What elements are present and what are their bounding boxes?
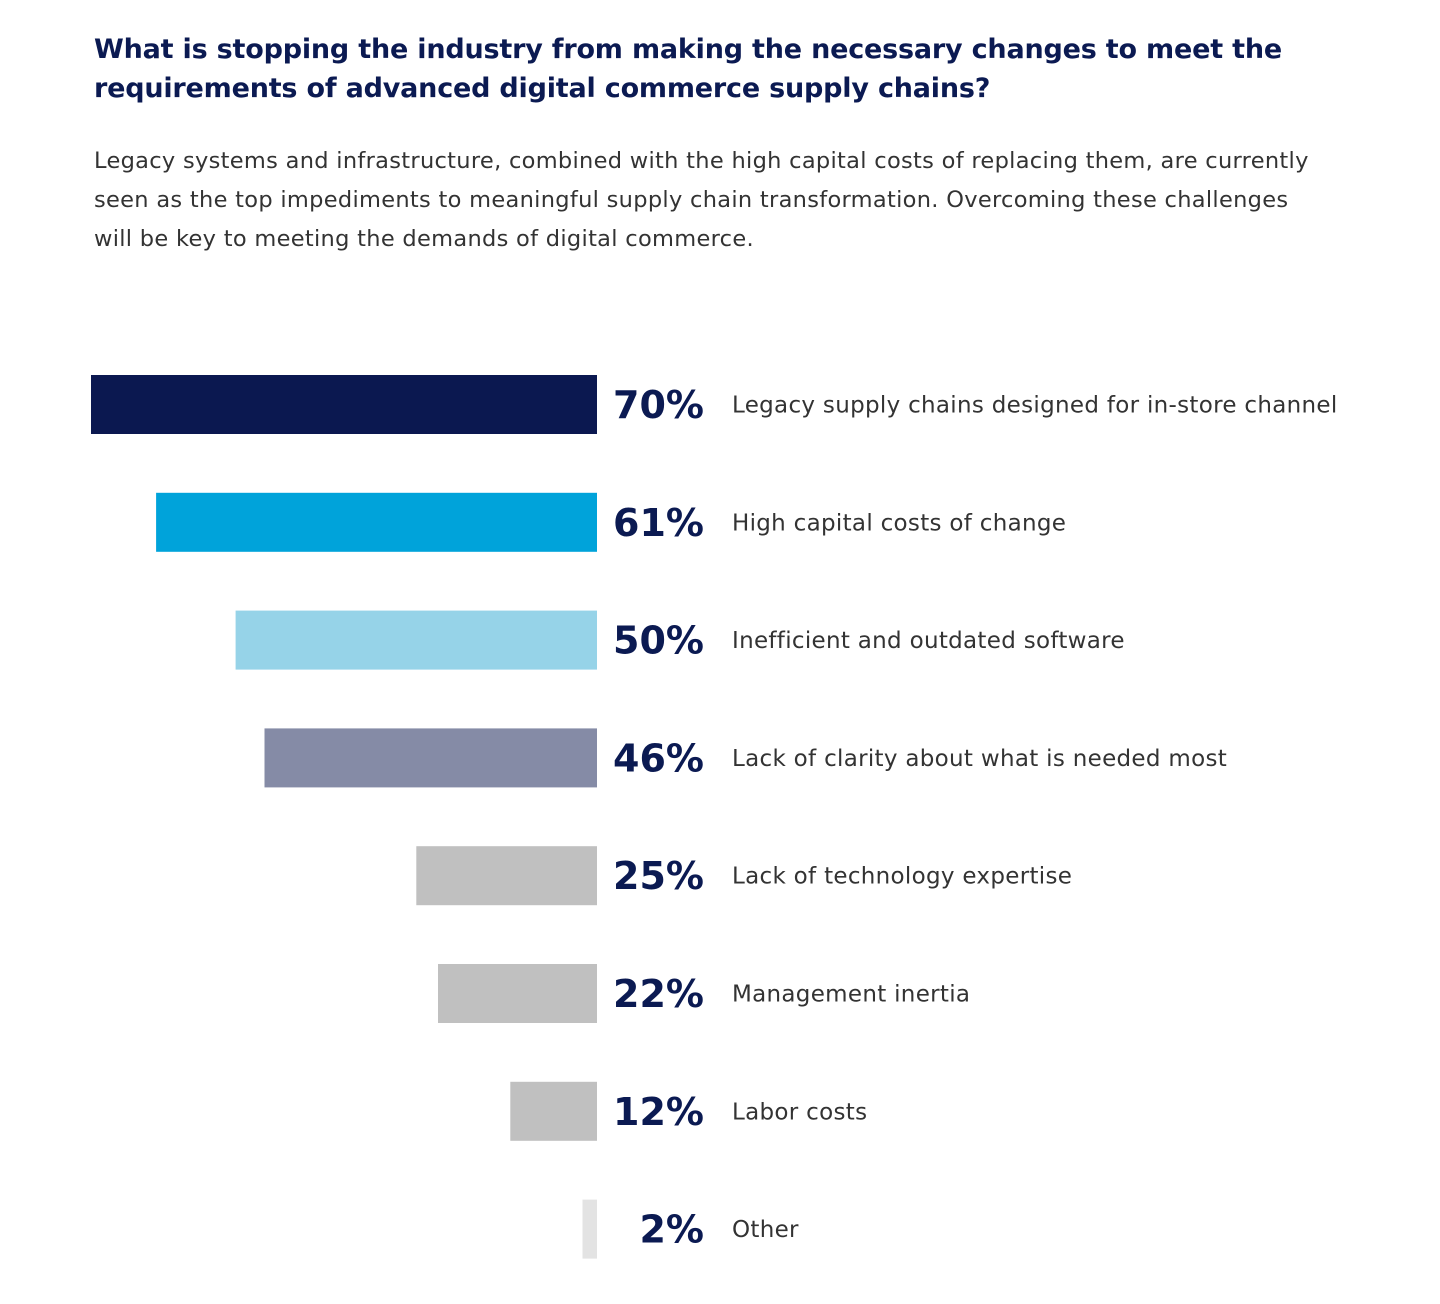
value-label: 70% [613, 383, 704, 427]
bar [156, 492, 597, 552]
bar [416, 846, 597, 906]
bar-row: 12% Labor costs [510, 1081, 867, 1141]
bar-row: 61% High capital costs of change [156, 492, 1066, 552]
bar [582, 1199, 597, 1259]
bar-row: 25% Lack of technology expertise [416, 846, 1072, 906]
category-label: Lack of technology expertise [732, 864, 1072, 890]
bar [264, 728, 597, 788]
category-label: Legacy supply chains designed for in-sto… [732, 393, 1338, 419]
chart-title: What is stopping the industry from makin… [94, 34, 1282, 104]
category-label: Management inertia [732, 982, 970, 1008]
value-label: 50% [613, 619, 704, 663]
bar-row: 2% Other [582, 1199, 799, 1259]
bar-row: 70% Legacy supply chains designed for in-… [91, 375, 1338, 434]
value-label: 46% [613, 736, 704, 780]
category-label: Inefficient and outdated software [732, 628, 1125, 654]
value-label: 61% [613, 501, 704, 545]
category-label: Other [732, 1217, 799, 1243]
value-label: 25% [613, 854, 704, 898]
bar-row: 22% Management inertia [438, 964, 970, 1023]
bar-row: 50% Inefficient and outdated software [235, 610, 1125, 670]
category-label: Labor costs [732, 1099, 867, 1125]
bar [235, 610, 597, 670]
value-label: 22% [613, 972, 704, 1016]
bar [510, 1081, 597, 1141]
value-label: 2% [639, 1208, 704, 1252]
bar [91, 375, 597, 434]
category-label: Lack of clarity about what is needed mos… [732, 746, 1227, 772]
chart-subtitle: Legacy systems and infrastructure, combi… [94, 148, 1309, 252]
bar [438, 964, 597, 1023]
value-label: 12% [613, 1090, 704, 1134]
category-label: High capital costs of change [732, 510, 1066, 536]
bar-row: 46% Lack of clarity about what is needed … [264, 728, 1227, 788]
